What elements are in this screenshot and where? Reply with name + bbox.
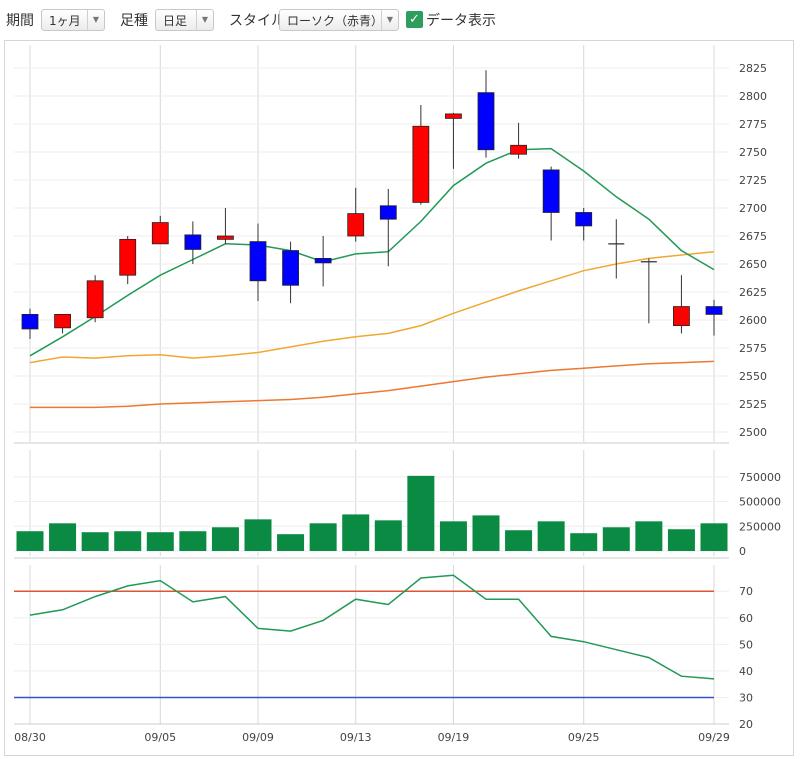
x-tick-label: 09/19 <box>438 731 470 744</box>
y-tick-label: 2650 <box>739 258 767 271</box>
volume-bar <box>179 531 207 551</box>
candle-body <box>575 212 593 227</box>
data-toggle-label[interactable]: データ表示 <box>426 13 496 29</box>
x-tick-label: 09/29 <box>698 731 730 744</box>
volume-bar <box>49 523 77 551</box>
candle-body <box>119 238 137 276</box>
style-select[interactable]: ローソク（赤青） ▼ <box>279 9 399 31</box>
volume-bar <box>700 523 728 551</box>
volume-bar <box>16 531 44 551</box>
toolbar: 期間 1ヶ月 ▼ 足種 日足 ▼ スタイル ローソク（赤青） ▼ ✓ データ表示 <box>0 0 800 40</box>
stock-chart[interactable]: 2500 2525 2550 2575 2600 2625 2650 2675 2700 2725… <box>5 41 793 755</box>
x-tick-label: 08/30 <box>14 731 46 744</box>
chevron-down-icon: ▼ <box>87 10 104 30</box>
bar-type-value: 日足 <box>163 14 188 28</box>
candle-body <box>314 257 332 264</box>
chart-container: 2500 2525 2550 2575 2600 2625 2650 2675 2700 2725… <box>4 40 794 756</box>
candle-body <box>249 241 267 282</box>
volume-bar <box>81 532 109 551</box>
candle-body <box>510 144 527 155</box>
y-tick-label: 2750 <box>739 146 767 159</box>
y-tick-label: 2775 <box>739 118 767 131</box>
volume-tick-label: 250000 <box>739 520 781 533</box>
candle-body <box>412 125 430 203</box>
volume-bar <box>211 527 239 551</box>
oscillator-line <box>29 574 715 680</box>
volume-bar <box>407 475 435 551</box>
style-value: ローソク（赤青） <box>287 14 384 28</box>
candle-body <box>86 280 104 319</box>
candle-body <box>705 306 723 315</box>
bar-type-select[interactable]: 日足 ▼ <box>155 9 214 31</box>
ma-long-line <box>30 360 715 409</box>
volume-bar <box>439 521 467 551</box>
volume-bar <box>602 527 630 551</box>
volume-tick-label: 500000 <box>739 496 781 509</box>
style-label: スタイル <box>229 13 285 29</box>
volume-bar <box>277 534 305 551</box>
check-icon: ✓ <box>409 12 420 27</box>
volume-tick-label: 0 <box>739 545 746 558</box>
candle-body <box>217 235 234 240</box>
candle-body <box>184 234 202 250</box>
y-tick-label: 2675 <box>739 230 767 243</box>
osc-tick-label: 20 <box>739 718 753 731</box>
bar-type-label: 足種 <box>120 13 148 29</box>
chevron-down-icon: ▼ <box>196 10 213 30</box>
volume-tick-label: 750000 <box>739 471 781 484</box>
y-tick-label: 2550 <box>739 370 767 383</box>
volume-bar <box>244 519 272 551</box>
candle-body <box>445 113 462 119</box>
y-tick-label: 2500 <box>739 426 767 439</box>
volume-bar <box>374 520 402 551</box>
volume-bar <box>146 532 174 551</box>
candle-body <box>347 213 365 237</box>
candle-body <box>151 222 169 245</box>
volume-bar <box>114 531 142 551</box>
volume-bar <box>537 521 565 551</box>
candle-body <box>21 313 39 330</box>
candle-body <box>379 205 397 220</box>
candle-body <box>477 92 495 151</box>
data-toggle-checkbox[interactable]: ✓ <box>406 11 423 28</box>
osc-tick-label: 70 <box>739 585 753 598</box>
period-label: 期間 <box>6 13 34 29</box>
y-tick-label: 2600 <box>739 314 767 327</box>
osc-tick-label: 50 <box>739 638 753 651</box>
volume-bar <box>472 515 500 551</box>
chevron-down-icon: ▼ <box>381 10 398 30</box>
x-tick-label: 09/05 <box>144 731 176 744</box>
y-tick-label: 2725 <box>739 174 767 187</box>
osc-tick-label: 40 <box>739 665 753 678</box>
candle-body <box>54 313 71 329</box>
volume-bar <box>667 529 695 551</box>
candle-body <box>673 306 690 326</box>
volume-bar <box>505 530 533 551</box>
y-tick-label: 2825 <box>739 62 767 75</box>
y-tick-label: 2575 <box>739 342 767 355</box>
y-tick-label: 2525 <box>739 398 767 411</box>
y-tick-label: 2700 <box>739 202 767 215</box>
x-tick-label: 09/13 <box>340 731 372 744</box>
volume-bar <box>342 514 370 551</box>
period-value: 1ヶ月 <box>49 14 81 28</box>
y-tick-label: 2800 <box>739 90 767 103</box>
candle-body <box>282 250 299 286</box>
osc-tick-label: 30 <box>739 691 753 704</box>
volume-bar <box>309 523 337 551</box>
candle-body <box>542 169 560 213</box>
volume-bar <box>570 533 598 551</box>
osc-tick-label: 60 <box>739 612 753 625</box>
volume-bar <box>635 521 663 551</box>
x-tick-label: 09/09 <box>242 731 274 744</box>
period-select[interactable]: 1ヶ月 ▼ <box>41 9 105 31</box>
ma-mid-line <box>29 250 715 364</box>
ma-short-line <box>29 147 715 357</box>
y-tick-label: 2625 <box>739 286 767 299</box>
x-tick-label: 09/25 <box>568 731 600 744</box>
